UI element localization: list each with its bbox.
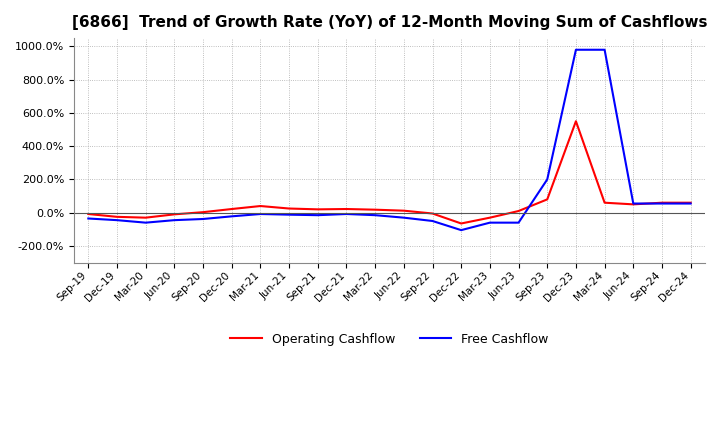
Free Cashflow [313,213,322,218]
Free Cashflow [112,217,121,223]
Free Cashflow [256,211,265,216]
Free Cashflow [600,47,609,52]
Operating Cashflow [543,197,552,202]
Operating Cashflow [371,207,379,213]
Operating Cashflow [657,200,666,205]
Operating Cashflow [514,209,523,214]
Free Cashflow [170,217,179,223]
Operating Cashflow [400,208,408,213]
Free Cashflow [228,214,236,219]
Operating Cashflow [428,211,437,216]
Free Cashflow [371,213,379,218]
Free Cashflow [428,218,437,224]
Operating Cashflow [600,200,609,205]
Free Cashflow [342,211,351,216]
Legend: Operating Cashflow, Free Cashflow: Operating Cashflow, Free Cashflow [225,327,554,351]
Operating Cashflow [112,214,121,220]
Operating Cashflow [686,200,695,205]
Operating Cashflow [285,206,294,211]
Line: Operating Cashflow: Operating Cashflow [89,121,690,224]
Operating Cashflow [170,212,179,217]
Free Cashflow [572,47,580,52]
Operating Cashflow [199,209,207,215]
Operating Cashflow [342,206,351,212]
Operating Cashflow [485,215,494,220]
Operating Cashflow [228,206,236,212]
Operating Cashflow [141,215,150,220]
Free Cashflow [657,201,666,206]
Operating Cashflow [457,221,466,226]
Free Cashflow [485,220,494,225]
Free Cashflow [141,220,150,225]
Line: Free Cashflow: Free Cashflow [89,50,690,230]
Operating Cashflow [313,207,322,212]
Operating Cashflow [629,202,638,207]
Free Cashflow [84,216,93,221]
Free Cashflow [686,201,695,206]
Operating Cashflow [256,203,265,209]
Free Cashflow [199,216,207,222]
Free Cashflow [285,212,294,217]
Free Cashflow [543,177,552,182]
Free Cashflow [457,227,466,233]
Free Cashflow [514,220,523,225]
Operating Cashflow [84,211,93,216]
Title: [6866]  Trend of Growth Rate (YoY) of 12-Month Moving Sum of Cashflows: [6866] Trend of Growth Rate (YoY) of 12-… [72,15,707,30]
Free Cashflow [629,201,638,206]
Free Cashflow [400,215,408,220]
Operating Cashflow [572,119,580,124]
